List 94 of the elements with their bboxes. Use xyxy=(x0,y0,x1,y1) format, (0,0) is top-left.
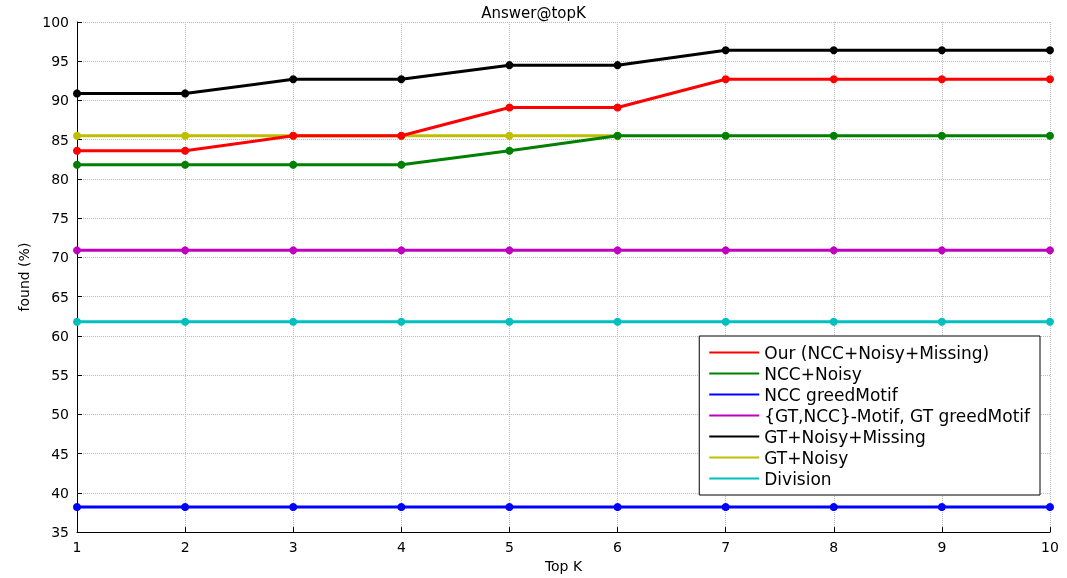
point xyxy=(829,317,838,326)
x-tick-label: 3 xyxy=(288,539,298,556)
point xyxy=(505,502,514,511)
point xyxy=(73,89,81,98)
point xyxy=(1046,131,1054,140)
point xyxy=(397,317,406,326)
x-tick-label: 6 xyxy=(613,539,623,556)
point xyxy=(181,89,190,98)
y-tick-label: 100 xyxy=(42,14,69,30)
point xyxy=(1046,46,1054,55)
point xyxy=(73,502,81,511)
y-tick-label: 45 xyxy=(51,445,69,462)
y-tick-label: 60 xyxy=(51,327,69,344)
legend-label: NCC greedMotif xyxy=(764,384,899,405)
y-tick-label: 50 xyxy=(51,406,69,423)
x-tick-label: 8 xyxy=(829,539,839,556)
point xyxy=(289,246,298,255)
point xyxy=(181,131,190,140)
legend-label: GT+Noisy xyxy=(764,447,849,468)
x-axis-title: Top K xyxy=(543,558,583,574)
point xyxy=(397,160,406,169)
point xyxy=(505,103,514,112)
point xyxy=(829,46,838,55)
point xyxy=(937,131,946,140)
point xyxy=(397,502,406,511)
point xyxy=(289,502,298,511)
legend-label: Division xyxy=(764,468,832,489)
point xyxy=(613,103,622,112)
point xyxy=(937,75,946,84)
x-tick-label: 2 xyxy=(180,539,190,556)
point xyxy=(73,317,81,326)
point xyxy=(613,502,622,511)
point xyxy=(73,246,81,255)
y-tick-label: 65 xyxy=(51,288,69,305)
point xyxy=(181,502,190,511)
point xyxy=(73,131,81,140)
point xyxy=(613,61,622,70)
y-tick-label: 70 xyxy=(51,249,69,266)
point xyxy=(1046,75,1054,84)
legend-label: {GT,NCC}-Motif, GT greedMotif xyxy=(764,405,1032,426)
point xyxy=(937,317,946,326)
y-tick-label: 95 xyxy=(51,53,69,70)
point xyxy=(181,317,190,326)
x-tick-label: 5 xyxy=(504,539,514,556)
point xyxy=(1046,246,1054,255)
x-tick-label: 10 xyxy=(1041,539,1059,556)
point xyxy=(937,502,946,511)
point xyxy=(721,502,730,511)
legend-label: NCC+Noisy xyxy=(764,363,862,384)
point xyxy=(73,146,81,155)
point xyxy=(829,75,838,84)
point xyxy=(829,502,838,511)
legend-label: Our (NCC+Noisy+Missing) xyxy=(764,342,990,363)
point xyxy=(181,146,190,155)
point xyxy=(289,75,298,84)
y-tick-label: 90 xyxy=(51,92,69,109)
point xyxy=(1046,317,1054,326)
point xyxy=(505,131,514,140)
point xyxy=(181,246,190,255)
y-tick-label: 35 xyxy=(51,524,69,541)
point xyxy=(613,246,622,255)
point xyxy=(289,160,298,169)
point xyxy=(937,246,946,255)
point xyxy=(1046,502,1054,511)
x-tick-label: 9 xyxy=(937,539,947,556)
point xyxy=(397,75,406,84)
point xyxy=(829,131,838,140)
y-tick-label: 55 xyxy=(51,367,69,384)
point xyxy=(721,246,730,255)
point xyxy=(829,246,838,255)
y-axis-title: found (%) xyxy=(16,242,33,312)
point xyxy=(721,317,730,326)
point xyxy=(721,131,730,140)
x-tick-label: 1 xyxy=(72,539,82,556)
point xyxy=(613,317,622,326)
point xyxy=(73,160,81,169)
point xyxy=(505,317,514,326)
point xyxy=(397,246,406,255)
point xyxy=(181,160,190,169)
x-tick-label: 7 xyxy=(721,539,731,556)
point xyxy=(289,317,298,326)
chart-title: Answer@topK xyxy=(481,3,587,22)
y-tick-label: 75 xyxy=(51,210,69,227)
point xyxy=(721,46,730,55)
point xyxy=(505,61,514,70)
y-tick-label: 80 xyxy=(51,170,69,187)
y-tick-label: 40 xyxy=(51,484,69,501)
point xyxy=(721,75,730,84)
point xyxy=(505,246,514,255)
legend-label: GT+Noisy+Missing xyxy=(764,426,926,447)
x-tick-label: 4 xyxy=(396,539,406,556)
point xyxy=(937,46,946,55)
y-tick-label: 85 xyxy=(51,131,69,148)
point xyxy=(505,146,514,155)
